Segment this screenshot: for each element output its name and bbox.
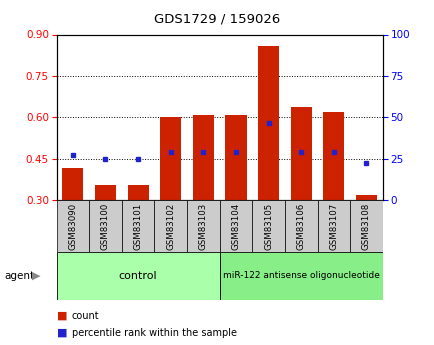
Bar (127, 185, 148, 200)
Text: GSM83101: GSM83101 (133, 203, 142, 250)
Bar (89, 200, 122, 252)
Text: GSM83102: GSM83102 (166, 203, 175, 250)
Bar (154, 200, 187, 252)
Text: ■: ■ (56, 328, 67, 338)
Bar (56, 252, 219, 300)
Bar (355, 195, 376, 200)
Text: ▶: ▶ (32, 271, 40, 281)
Bar (219, 200, 252, 252)
Text: ■: ■ (56, 311, 67, 321)
Text: GSM83106: GSM83106 (296, 203, 305, 250)
Text: GSM83107: GSM83107 (329, 203, 338, 250)
Bar (62, 168, 83, 200)
Bar (290, 107, 311, 200)
Text: miR-122 antisense oligonucleotide: miR-122 antisense oligonucleotide (222, 272, 379, 280)
Bar (225, 115, 246, 200)
Bar (322, 112, 344, 200)
Bar (252, 200, 284, 252)
Bar (160, 117, 181, 200)
Text: GSM83108: GSM83108 (361, 203, 370, 250)
Text: GSM83103: GSM83103 (198, 203, 207, 250)
Text: GSM83105: GSM83105 (263, 203, 273, 250)
Text: control: control (118, 271, 157, 281)
Bar (95, 185, 116, 200)
Text: GSM83090: GSM83090 (68, 203, 77, 250)
Bar (192, 115, 214, 200)
Bar (122, 200, 154, 252)
Bar (317, 200, 349, 252)
Bar (257, 46, 279, 200)
Text: agent: agent (4, 271, 34, 281)
Bar (187, 200, 219, 252)
Text: count: count (72, 311, 99, 321)
Text: GSM83104: GSM83104 (231, 203, 240, 250)
Text: percentile rank within the sample: percentile rank within the sample (72, 328, 236, 338)
Bar (284, 200, 317, 252)
Text: GDS1729 / 159026: GDS1729 / 159026 (154, 12, 280, 25)
Bar (56, 200, 89, 252)
Bar (349, 200, 382, 252)
Bar (219, 252, 382, 300)
Text: GSM83100: GSM83100 (101, 203, 110, 250)
